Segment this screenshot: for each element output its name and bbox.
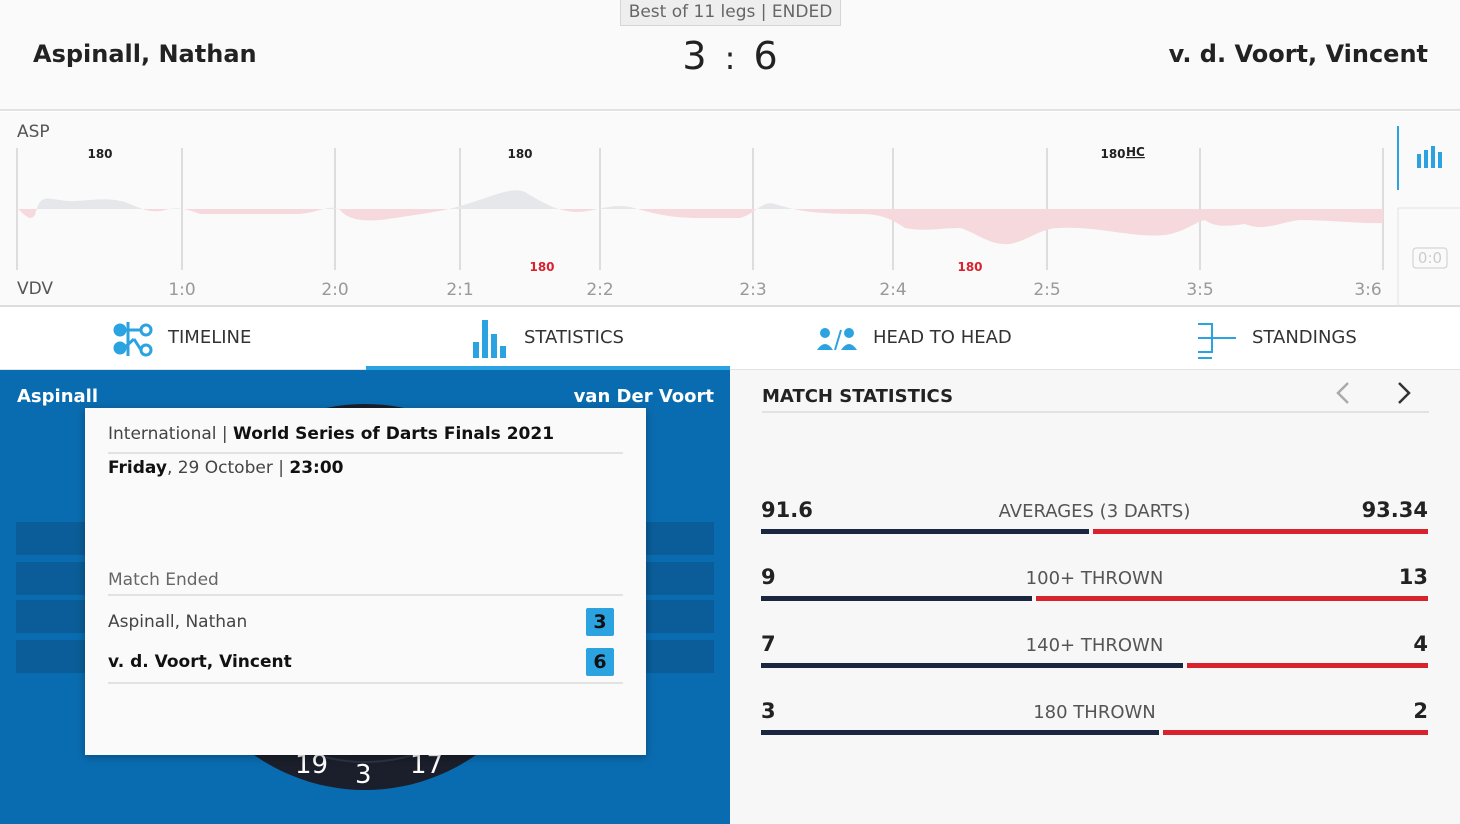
leg-label: 1:0 (168, 280, 195, 300)
tab[interactable]: TIMELINE (168, 327, 252, 348)
home-bar (761, 730, 1160, 735)
leg-label: 2:0 (321, 280, 348, 300)
category: International (108, 424, 217, 444)
away-value: 13 (1398, 565, 1428, 589)
date-line: Friday, 29 October | 23:00 (108, 458, 343, 478)
tab[interactable]: STATISTICS (524, 327, 624, 348)
pager (1336, 382, 1411, 404)
score: 3 : 6 (630, 34, 830, 78)
leg-label: 2:3 (739, 280, 766, 300)
standings-icon (1198, 323, 1236, 359)
board-number: 19 (295, 750, 329, 780)
stat-label: 180 THROWN (1033, 702, 1156, 723)
home-label: ASP (17, 122, 50, 142)
home-score: 3 (682, 34, 707, 78)
status: Match Ended (108, 570, 623, 596)
leg-label: 2:4 (879, 280, 906, 300)
active-tab-indicator (366, 366, 730, 370)
head-to-head-icon (817, 328, 857, 351)
away-label: VDV (17, 279, 53, 299)
tab[interactable]: HEAD TO HEAD (873, 327, 1012, 348)
tab[interactable]: STANDINGS (1252, 327, 1357, 348)
score-box (1412, 247, 1448, 269)
away-bar (1163, 730, 1428, 735)
leg-label: 2:1 (446, 280, 473, 300)
player-name: Aspinall, Nathan (108, 612, 248, 632)
away-value: 4 (1413, 632, 1428, 656)
board-number: 3 (355, 760, 372, 790)
leg-label: 3:5 (1186, 280, 1213, 300)
player-legs: 6 (586, 648, 614, 676)
match-panel: Aspinall van Der Voort 19 3 17 Internati… (0, 370, 730, 824)
statistics-icon (473, 320, 506, 358)
home-bar (761, 529, 1090, 534)
home-value: 91.6 (761, 498, 813, 522)
next-button[interactable] (1398, 382, 1411, 404)
home-event: 180 (1100, 147, 1125, 161)
player-row: Aspinall, Nathan 3 (108, 604, 623, 644)
score-separator: : (724, 39, 736, 77)
competition-line: International | World Series of Darts Fi… (108, 424, 623, 454)
away-event: 180 (529, 260, 554, 274)
chart-icon[interactable] (1417, 146, 1442, 168)
player-name: v. d. Voort, Vincent (108, 652, 292, 672)
momentum-chart: 0:0 ASP VDV 1:0 2:0 2:1 2:2 2:3 2:4 2:5 3:5 3:6 … (0, 112, 1460, 307)
day: Friday (108, 458, 167, 478)
board-number: 17 (410, 750, 444, 780)
event-tag: HC (1126, 145, 1145, 159)
away-bar (1035, 596, 1428, 601)
home-bar (761, 596, 1032, 601)
away-value: 2 (1413, 699, 1428, 723)
time: 23:00 (289, 458, 344, 478)
stat-label: 100+ THROWN (1025, 568, 1164, 589)
leg-label: 2:5 (1033, 280, 1060, 300)
leg-label: 3:6 (1354, 280, 1381, 300)
match-card: International | World Series of Darts Fi… (85, 408, 646, 755)
stat-label: AVERAGES (3 DARTS) (998, 501, 1191, 522)
player-row: v. d. Voort, Vincent 6 (108, 644, 623, 684)
away-value: 93.34 (1361, 498, 1428, 522)
momentum-curve (16, 189, 1384, 246)
home-event: 180 (507, 147, 532, 161)
current-score: 0:0 (1418, 249, 1442, 267)
statistics-panel: MATCH STATISTICS 91.6 93.34 AVERAGES (3 DA… (730, 370, 1460, 824)
away-player: v. d. Voort, Vincent (1168, 40, 1428, 68)
timeline-icon (113, 322, 153, 357)
home-player: Aspinall, Nathan (33, 40, 257, 68)
home-value: 3 (761, 699, 776, 723)
separator: | (221, 424, 228, 444)
home-value: 9 (761, 565, 776, 589)
away-name: van Der Voort (573, 386, 714, 407)
stat-label: 140+ THROWN (1025, 635, 1164, 656)
home-value: 7 (761, 632, 776, 656)
leg-label: 2:2 (586, 280, 613, 300)
away-score: 6 (753, 34, 778, 78)
away-bar (1187, 663, 1428, 668)
away-event: 180 (957, 260, 982, 274)
tab-icons (113, 320, 1236, 359)
away-bar (1093, 529, 1428, 534)
statistics-title: MATCH STATISTICS (762, 386, 1429, 413)
home-name: Aspinall (17, 386, 98, 407)
away-area (17, 209, 1383, 245)
prev-button[interactable] (1336, 382, 1349, 404)
match-info: Best of 11 legs | ENDED (620, 0, 841, 26)
home-event: 180 (87, 147, 112, 161)
home-bar (761, 663, 1184, 668)
date: , 29 October | (166, 458, 284, 478)
competition: World Series of Darts Finals 2021 (233, 424, 555, 444)
player-legs: 3 (586, 608, 614, 636)
